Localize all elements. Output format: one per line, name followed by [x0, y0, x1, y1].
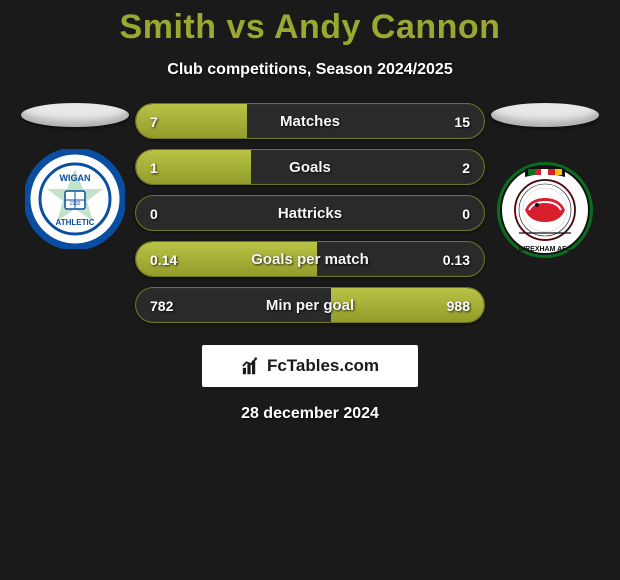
player-placeholder-left — [21, 103, 129, 127]
stat-bar: 1Goals2 — [135, 149, 485, 185]
stat-value-right: 15 — [454, 104, 470, 139]
stat-value-right: 0.13 — [443, 242, 470, 277]
date-text: 28 december 2024 — [241, 405, 379, 423]
stat-bar: 7Matches15 — [135, 103, 485, 139]
player-placeholder-right — [491, 103, 599, 127]
stat-label: Hattricks — [136, 196, 484, 231]
brand-text: FcTables.com — [267, 356, 379, 376]
svg-text:WREXHAM AFC: WREXHAM AFC — [518, 246, 571, 253]
svg-text:1932: 1932 — [69, 201, 80, 207]
svg-text:WIGAN: WIGAN — [60, 173, 91, 183]
right-column: WREXHAM AFC — [485, 103, 605, 265]
brand-watermark: FcTables.com — [202, 345, 418, 387]
stats-column: 7Matches15 1Goals2 0Hattricks0 0.14Goals pe… — [135, 103, 485, 323]
stat-label: Matches — [136, 104, 484, 139]
stat-label: Goals — [136, 150, 484, 185]
stat-value-right: 2 — [462, 150, 470, 185]
chart-icon — [241, 355, 263, 377]
subtitle: Club competitions, Season 2024/2025 — [0, 61, 620, 79]
stat-bar: 782Min per goal988 — [135, 287, 485, 323]
stat-bar: 0.14Goals per match0.13 — [135, 241, 485, 277]
stat-value-right: 988 — [447, 288, 470, 323]
stat-value-right: 0 — [462, 196, 470, 231]
svg-text:ATHLETIC: ATHLETIC — [56, 218, 95, 227]
stat-label: Goals per match — [136, 242, 484, 277]
left-column: WIGAN ATHLETIC 1932 — [15, 103, 135, 249]
stat-label: Min per goal — [136, 288, 484, 323]
team-crest-right: WREXHAM AFC — [495, 155, 595, 265]
team-crest-left: WIGAN ATHLETIC 1932 — [25, 149, 125, 249]
stat-bar: 0Hattricks0 — [135, 195, 485, 231]
page-title: Smith vs Andy Cannon — [0, 0, 620, 47]
